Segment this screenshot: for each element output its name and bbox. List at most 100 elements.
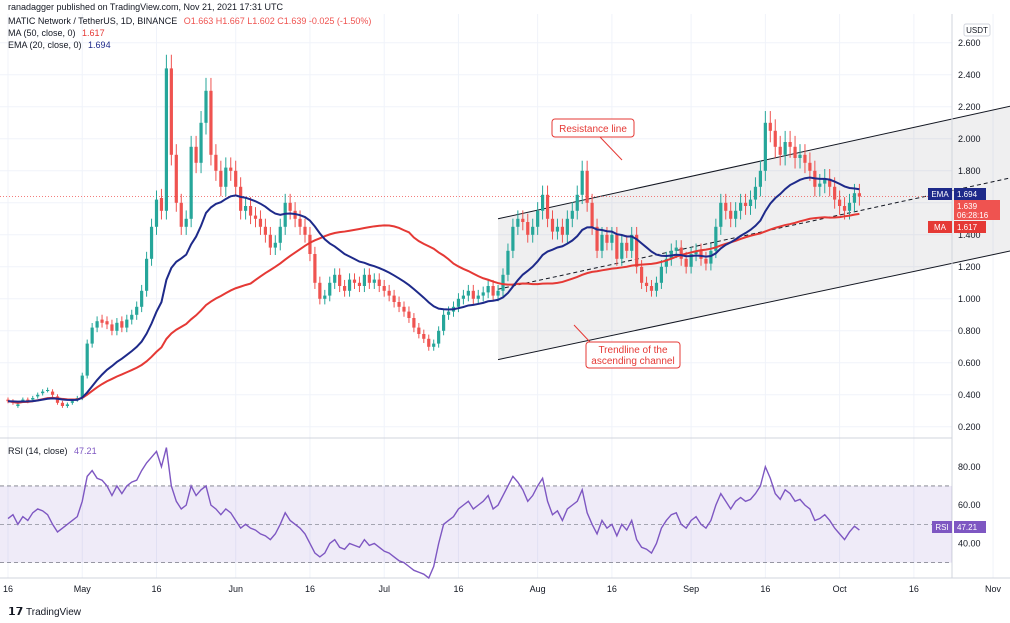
candle-body <box>748 199 753 206</box>
candle-body <box>838 199 842 206</box>
rsi-tick-label: 80.00 <box>958 462 981 472</box>
rsi-tag-label: RSI <box>935 523 948 532</box>
candle-body <box>625 242 629 251</box>
channel-fill <box>498 106 1010 360</box>
candle-body <box>788 142 792 147</box>
candle-body <box>640 266 644 283</box>
candle-body <box>541 194 545 211</box>
candle-body <box>560 226 564 235</box>
candle-body <box>214 154 218 171</box>
candle-body <box>709 250 713 264</box>
candle-body <box>852 193 857 203</box>
candle-body <box>154 199 159 227</box>
price-tick-label: 1.200 <box>958 262 981 272</box>
candle-body <box>288 202 292 211</box>
symbol-name[interactable]: MATIC Network / TetherUS, 1D, BINANCE <box>8 16 178 26</box>
rsi-axis[interactable]: 80.00 60.00 40.00 <box>958 462 981 549</box>
rsi-legend[interactable]: RSI (14, close) 47.21 <box>8 446 101 456</box>
candle-body <box>149 226 154 259</box>
candle-body <box>635 234 639 267</box>
candle-body <box>234 170 238 187</box>
candle-body <box>481 292 485 296</box>
candle-body <box>496 290 500 296</box>
candle-body <box>630 234 634 251</box>
candle-body <box>818 183 822 187</box>
ma-legend[interactable]: MA (50, close, 0) 1.617 <box>8 28 109 38</box>
candle-body <box>387 290 391 296</box>
candle-body <box>729 210 733 219</box>
candle-body <box>263 226 267 235</box>
candle-body <box>352 279 357 283</box>
candle-body <box>526 222 530 235</box>
ma-tag-value: 1.617 <box>957 223 978 232</box>
candle-body <box>595 226 599 251</box>
candle-body <box>842 206 847 211</box>
candle-body <box>545 194 550 219</box>
candle-body <box>758 170 762 187</box>
channel-midline <box>497 177 1010 290</box>
candle-body <box>105 321 109 325</box>
candle-body <box>446 311 451 315</box>
candle-body <box>585 170 589 203</box>
price-tick-label: 2.200 <box>958 102 981 112</box>
trendline-label-2: ascending channel <box>591 356 674 367</box>
time-tick-label: 16 <box>3 584 13 594</box>
candle-body <box>85 343 89 376</box>
price-tick-label: 2.000 <box>958 134 981 144</box>
ema-legend-label: EMA (20, close, 0) <box>8 40 82 50</box>
candle-body <box>763 122 767 171</box>
candle-body <box>100 319 104 323</box>
candle-body <box>471 290 475 299</box>
candle-body <box>437 330 441 344</box>
candle-body <box>506 250 510 275</box>
trendline-annotation: Trendline of the ascending channel <box>573 324 681 369</box>
candle-body <box>164 68 168 211</box>
candle-body <box>516 218 520 227</box>
candle-body <box>278 226 282 243</box>
time-tick-label: Nov <box>985 584 1002 594</box>
ema-legend[interactable]: EMA (20, close, 0) 1.694 <box>8 40 115 50</box>
candle-body <box>442 314 446 331</box>
candle-body <box>694 250 698 254</box>
price-tick-label: 0.800 <box>958 326 981 336</box>
time-axis[interactable]: 16May16Jun16Jul16Aug16Sep16Oct16Nov16Dec <box>3 584 1010 594</box>
candle-body <box>392 295 396 302</box>
candle-body <box>620 242 624 259</box>
price-tag: 1.639 06:28:16 <box>954 200 1000 220</box>
candle-body <box>422 334 426 339</box>
candle-body <box>615 234 619 259</box>
time-tick-label: 16 <box>305 584 315 594</box>
candle-body <box>90 327 94 344</box>
candle-body <box>338 274 342 286</box>
candle-body <box>778 146 782 155</box>
ema-tag-value: 1.694 <box>957 190 978 199</box>
candle-body <box>402 306 406 312</box>
tv-logo-icon: 𝟭𝟳 <box>8 606 23 618</box>
tv-logo-text: TradingView <box>26 607 82 618</box>
trendline-label-1: Trendline of the <box>598 345 668 356</box>
price-tick-label: 0.600 <box>958 358 981 368</box>
candle-body <box>575 194 579 211</box>
candle-body <box>347 279 352 291</box>
ema-20-line <box>7 176 860 403</box>
tradingview-logo[interactable]: 𝟭𝟳 TradingView <box>8 606 82 618</box>
currency-badge[interactable]: USDT <box>963 23 991 37</box>
price-axis[interactable]: 2.6002.4002.2002.0001.8001.6001.4001.200… <box>958 38 981 432</box>
publish-line: ranadagger published on TradingView.com,… <box>8 2 284 12</box>
candle-body <box>273 242 277 248</box>
candle-body <box>610 234 614 243</box>
candle-body <box>303 226 307 235</box>
price-tick-label: 1.000 <box>958 294 981 304</box>
time-tick-label: 16 <box>607 584 617 594</box>
candle-body <box>407 311 411 318</box>
candle-body <box>80 375 84 398</box>
candle-body <box>724 202 728 211</box>
candle-body <box>283 202 287 227</box>
candle-body <box>159 198 164 211</box>
candle-body <box>456 298 461 307</box>
candle-body <box>570 210 574 219</box>
candle-body <box>367 274 371 283</box>
ema-legend-value: 1.694 <box>88 40 111 50</box>
